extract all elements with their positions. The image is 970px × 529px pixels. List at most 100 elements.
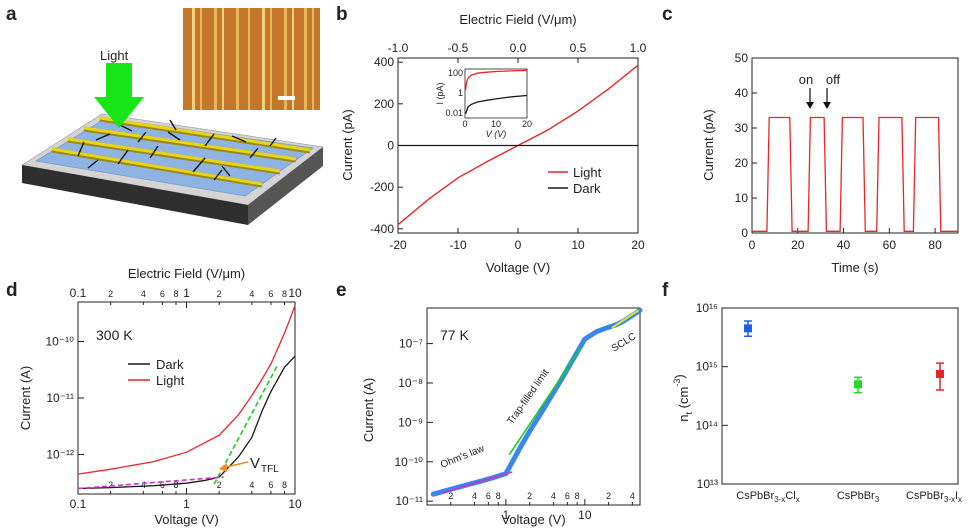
x-tick-label: 80	[928, 238, 942, 252]
x-axis-label: Time (s)	[831, 260, 878, 275]
plot-frame	[426, 307, 641, 506]
electrode-strip	[67, 137, 281, 173]
x-axis-label: Voltage (V)	[501, 512, 565, 527]
micrograph-icon	[183, 8, 320, 110]
region-label-ohm: Ohm's law	[439, 443, 487, 471]
inset-y-tick-label: 0.01	[445, 108, 463, 118]
y-tick-label: 10⁻¹¹	[395, 494, 423, 508]
x-tick-label: 20	[791, 238, 805, 252]
x-minor-tick-label: 2	[217, 480, 222, 490]
x-tick-label: 0	[749, 238, 756, 252]
nanowire	[95, 133, 111, 141]
x2-minor-tick-label: 8	[282, 289, 287, 299]
micrograph-stripe	[200, 8, 202, 110]
x-minor-tick-label: 8	[282, 480, 287, 490]
y-axis-label: Current (pA)	[701, 109, 716, 181]
x-minor-tick-label: 2	[527, 491, 532, 501]
nanowire	[221, 165, 231, 177]
category-label: CsPbBr3-xIx	[906, 490, 962, 504]
inset-series-dark	[464, 94, 528, 115]
y-axis-label: Current (A)	[18, 366, 33, 430]
x-tick-label: 0	[515, 238, 522, 252]
x-tick-label: 1	[183, 497, 190, 511]
x2-minor-tick-label: 6	[160, 289, 165, 299]
device-schematic-icon: Light	[21, 8, 324, 225]
annotation-arrowhead	[806, 102, 814, 109]
y-tick-label: 10⁻⁷	[399, 337, 423, 351]
electrode-strip	[99, 116, 311, 152]
panel-letter-b: b	[336, 4, 348, 25]
nanowire	[269, 137, 277, 147]
x-minor-tick-label: 6	[268, 480, 273, 490]
x2-minor-tick-label: 2	[108, 289, 113, 299]
panel-e-chart: 1 102 4 6 8 2 4 6 8 2 410⁻¹¹10⁻¹⁰10⁻⁹10⁻⁸10⁻⁷Volta…	[361, 307, 643, 527]
y-axis-label: Current (pA)	[340, 109, 355, 181]
x2-minor-tick-label: 2	[217, 289, 222, 299]
vtfl-label: V	[250, 455, 260, 472]
ohmic-fit-line	[77, 476, 224, 490]
electrode-strip	[83, 126, 297, 161]
x-axis-label: Voltage (V)	[154, 512, 218, 527]
x2-axis-label: Electric Field (V/μm)	[459, 12, 576, 27]
category-label-part: x	[796, 495, 800, 504]
y-tick-label: 10¹⁴	[696, 418, 719, 432]
y-tick-label: 10⁻⁸	[398, 376, 423, 390]
inset-y-label: I (pA)	[435, 82, 445, 104]
light-label: Light	[100, 48, 129, 63]
y-tick-label: 10⁻¹¹	[46, 391, 74, 405]
x2-minor-tick-label: 6	[268, 289, 273, 299]
y-tick-label: 50	[735, 51, 749, 65]
x2-tick-label: -1.0	[388, 41, 409, 55]
annotation-off: off	[826, 72, 841, 87]
x-minor-tick-label: 4	[141, 480, 146, 490]
x-tick-label: 10	[288, 497, 302, 511]
x2-tick-label: 0.5	[570, 41, 587, 55]
micrograph-stripe	[312, 8, 314, 110]
ohm-fit-line	[440, 471, 513, 494]
y-tick-label: 200	[374, 97, 394, 111]
y-tick-label: 10¹⁵	[696, 360, 718, 374]
annotation-arrowhead	[823, 102, 831, 109]
sclc-fit-line	[611, 309, 640, 329]
y-tick-label: 10⁻¹⁰	[46, 334, 75, 348]
category-label-part: CsPbBr	[906, 490, 944, 502]
x-minor-tick-label: 4	[249, 480, 254, 490]
y-axis-label: nt (cm-3)	[672, 374, 694, 421]
x-minor-tick-label: 4	[551, 491, 556, 501]
x-tick-label: -20	[389, 238, 407, 252]
electrode-strips	[51, 116, 311, 188]
temperature-label: 77 K	[440, 327, 469, 343]
vtfl-arrowhead	[219, 463, 227, 472]
y-tick-label: 10⁻¹⁰	[395, 455, 424, 469]
nanowire	[149, 145, 159, 159]
y-axis-label-part: (cm	[676, 387, 691, 412]
plot-frame	[751, 57, 959, 234]
electrode-strip	[51, 147, 263, 186]
category-label-part: 3-x	[774, 495, 785, 504]
x2-tick-label: 10	[288, 286, 302, 300]
x2-tick-label: 0.0	[510, 41, 527, 55]
micrograph-stripe	[248, 8, 250, 110]
x-tick-label: -10	[449, 238, 467, 252]
nanowire	[77, 141, 85, 157]
annotation-on: on	[799, 72, 813, 87]
inset-x-tick-label: 0	[462, 119, 467, 129]
x-tick-label: 60	[883, 238, 897, 252]
x2-minor-tick-label: 4	[141, 289, 146, 299]
x-tick-label: 40	[837, 238, 851, 252]
micrograph-stripe	[192, 8, 195, 110]
x-tick-label: 10	[578, 508, 592, 522]
y-tick-label: -400	[370, 222, 394, 236]
nanowire	[213, 169, 223, 181]
category-label-part: 3	[875, 495, 880, 504]
x-axis-label: Voltage (V)	[486, 260, 550, 275]
y-tick-label: 10⁻¹²	[46, 448, 74, 462]
inset-x-tick-label: 20	[522, 119, 532, 129]
y-axis-label-part: -3	[672, 379, 682, 387]
panel-letter-c: c	[662, 4, 673, 25]
x-minor-tick-label: 8	[173, 480, 178, 490]
y-tick-label: 10¹³	[697, 477, 718, 491]
y-tick-label: 10¹⁶	[696, 301, 718, 315]
nanowire	[167, 131, 181, 141]
panel-letter-f: f	[662, 280, 669, 301]
